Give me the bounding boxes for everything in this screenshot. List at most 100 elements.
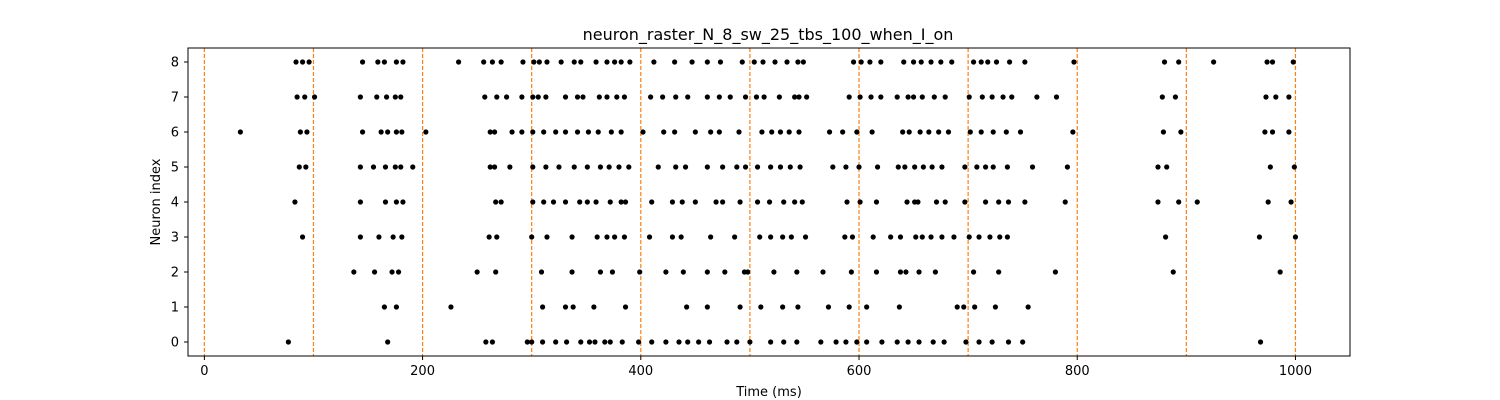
y-tick-label-2: 2 bbox=[171, 266, 179, 281]
spike-markers bbox=[237, 59, 1299, 345]
spike-n6-t723 bbox=[990, 129, 996, 135]
spike-n1-t690 bbox=[954, 304, 960, 310]
spike-n2-t498 bbox=[745, 269, 751, 275]
spike-n7-t679 bbox=[942, 94, 948, 100]
spike-n5-t537 bbox=[787, 164, 793, 170]
spike-n6-t361 bbox=[595, 129, 601, 135]
spike-n1-t607 bbox=[864, 304, 870, 310]
spike-n4-t386 bbox=[622, 199, 629, 205]
y-tick-label-0: 0 bbox=[171, 336, 179, 351]
spike-n5-t180 bbox=[398, 164, 404, 170]
spike-n7-t313 bbox=[543, 94, 549, 100]
spike-n5-t697 bbox=[962, 164, 968, 170]
spike-n0-t635 bbox=[894, 339, 900, 345]
spike-n4-t893 bbox=[1176, 199, 1182, 205]
spike-n5-t600 bbox=[856, 164, 862, 170]
spike-n6-t536 bbox=[786, 129, 792, 135]
x-tick-label-800: 800 bbox=[1065, 364, 1090, 379]
spike-n4-t518 bbox=[766, 199, 773, 205]
spike-n7-t658 bbox=[919, 94, 925, 100]
spike-n2-t439 bbox=[680, 269, 686, 275]
spike-n7-t306 bbox=[535, 94, 541, 100]
spike-n1-t165 bbox=[381, 304, 387, 310]
spike-n6-t545 bbox=[796, 129, 802, 135]
spike-n5-t475 bbox=[720, 164, 726, 170]
spike-n4-t83 bbox=[292, 199, 298, 205]
spike-n3-t613 bbox=[870, 234, 876, 240]
spike-n4-t320 bbox=[550, 199, 557, 205]
spike-n6-t262 bbox=[487, 129, 493, 135]
spike-n1-t442 bbox=[684, 304, 690, 310]
spike-n4-t601 bbox=[857, 199, 863, 205]
spike-n2-t461 bbox=[704, 269, 710, 275]
spike-n6-t664 bbox=[926, 129, 932, 135]
spike-n3-t369 bbox=[604, 234, 610, 240]
x-tick-label-400: 400 bbox=[628, 364, 653, 379]
spike-n8-t264 bbox=[489, 59, 496, 65]
spike-n8-t880 bbox=[1161, 59, 1168, 65]
spike-n4-t716 bbox=[982, 199, 989, 205]
spike-n0-t168 bbox=[385, 339, 391, 345]
chart-title: neuron_raster_N_8_sw_25_tbs_100_when_I_o… bbox=[583, 25, 954, 45]
spike-n5-t461 bbox=[704, 164, 710, 170]
spike-n1-t338 bbox=[570, 304, 576, 310]
spike-n2-t399 bbox=[637, 269, 643, 275]
spike-n8-t666 bbox=[928, 59, 934, 65]
spike-n0-t443 bbox=[685, 339, 691, 345]
spike-n0-t435 bbox=[676, 339, 682, 345]
spike-n7-t601 bbox=[857, 94, 863, 100]
spike-n6-t203 bbox=[423, 129, 429, 135]
spike-n8-t797 bbox=[1071, 59, 1077, 65]
spike-n5-t262 bbox=[487, 164, 493, 170]
spike-n8-t493 bbox=[739, 59, 745, 65]
spike-n1-t461 bbox=[704, 304, 710, 310]
spike-n3-t729 bbox=[997, 234, 1003, 240]
spike-n7-t482 bbox=[727, 94, 733, 100]
spike-n4-t143 bbox=[357, 199, 363, 205]
spike-n2-t172 bbox=[389, 269, 395, 275]
spike-n6-t879 bbox=[1160, 129, 1167, 135]
spike-n5-t155 bbox=[370, 164, 377, 170]
y-tick-label-4: 4 bbox=[171, 196, 179, 211]
spike-n5-t389 bbox=[626, 164, 632, 170]
spike-n0-t588 bbox=[843, 339, 849, 345]
spike-n8-t979 bbox=[1269, 59, 1276, 65]
spike-n2-t363 bbox=[597, 269, 604, 275]
spike-n3-t720 bbox=[987, 234, 993, 240]
spike-n7-t973 bbox=[1263, 94, 1269, 100]
spike-n8-t473 bbox=[717, 59, 724, 65]
spike-n4-t301 bbox=[530, 199, 536, 205]
spike-n7-t167 bbox=[383, 94, 390, 100]
spike-n4-t491 bbox=[737, 199, 743, 205]
spike-n7-t994 bbox=[1286, 94, 1292, 100]
spike-n5-t371 bbox=[606, 164, 612, 170]
spike-n5-t882 bbox=[1164, 164, 1170, 170]
spike-n5-t676 bbox=[939, 164, 945, 170]
spike-n5-t708 bbox=[974, 164, 980, 170]
spike-n8-t376 bbox=[612, 59, 618, 65]
spike-n5-t651 bbox=[912, 164, 918, 170]
spike-n7-t763 bbox=[1034, 94, 1040, 100]
spike-n5-t496 bbox=[742, 164, 749, 170]
spike-n6-t520 bbox=[769, 129, 775, 135]
spike-n7-t545 bbox=[796, 94, 802, 100]
spike-n7-t591 bbox=[846, 94, 852, 100]
spike-n6-t612 bbox=[869, 129, 875, 135]
spike-n2-t986 bbox=[1277, 269, 1283, 275]
spike-n2-t728 bbox=[996, 269, 1002, 275]
spike-n0-t722 bbox=[989, 339, 995, 345]
spike-n7-t701 bbox=[966, 94, 972, 100]
spike-n0-t531 bbox=[781, 339, 787, 345]
spike-n6-t331 bbox=[562, 129, 569, 135]
spike-n3-t337 bbox=[569, 234, 575, 240]
spike-n6-t748 bbox=[1017, 129, 1024, 135]
spike-n8-t327 bbox=[558, 59, 564, 65]
spike-n5-t416 bbox=[655, 164, 661, 170]
spike-n6-t176 bbox=[393, 129, 399, 135]
y-tick-label-6: 6 bbox=[171, 126, 179, 141]
spike-n4-t351 bbox=[584, 199, 590, 205]
spike-n3-t638 bbox=[897, 234, 904, 240]
spike-n4-t548 bbox=[799, 199, 805, 205]
spike-n4-t267 bbox=[493, 199, 499, 205]
spike-n7-t347 bbox=[580, 94, 586, 100]
